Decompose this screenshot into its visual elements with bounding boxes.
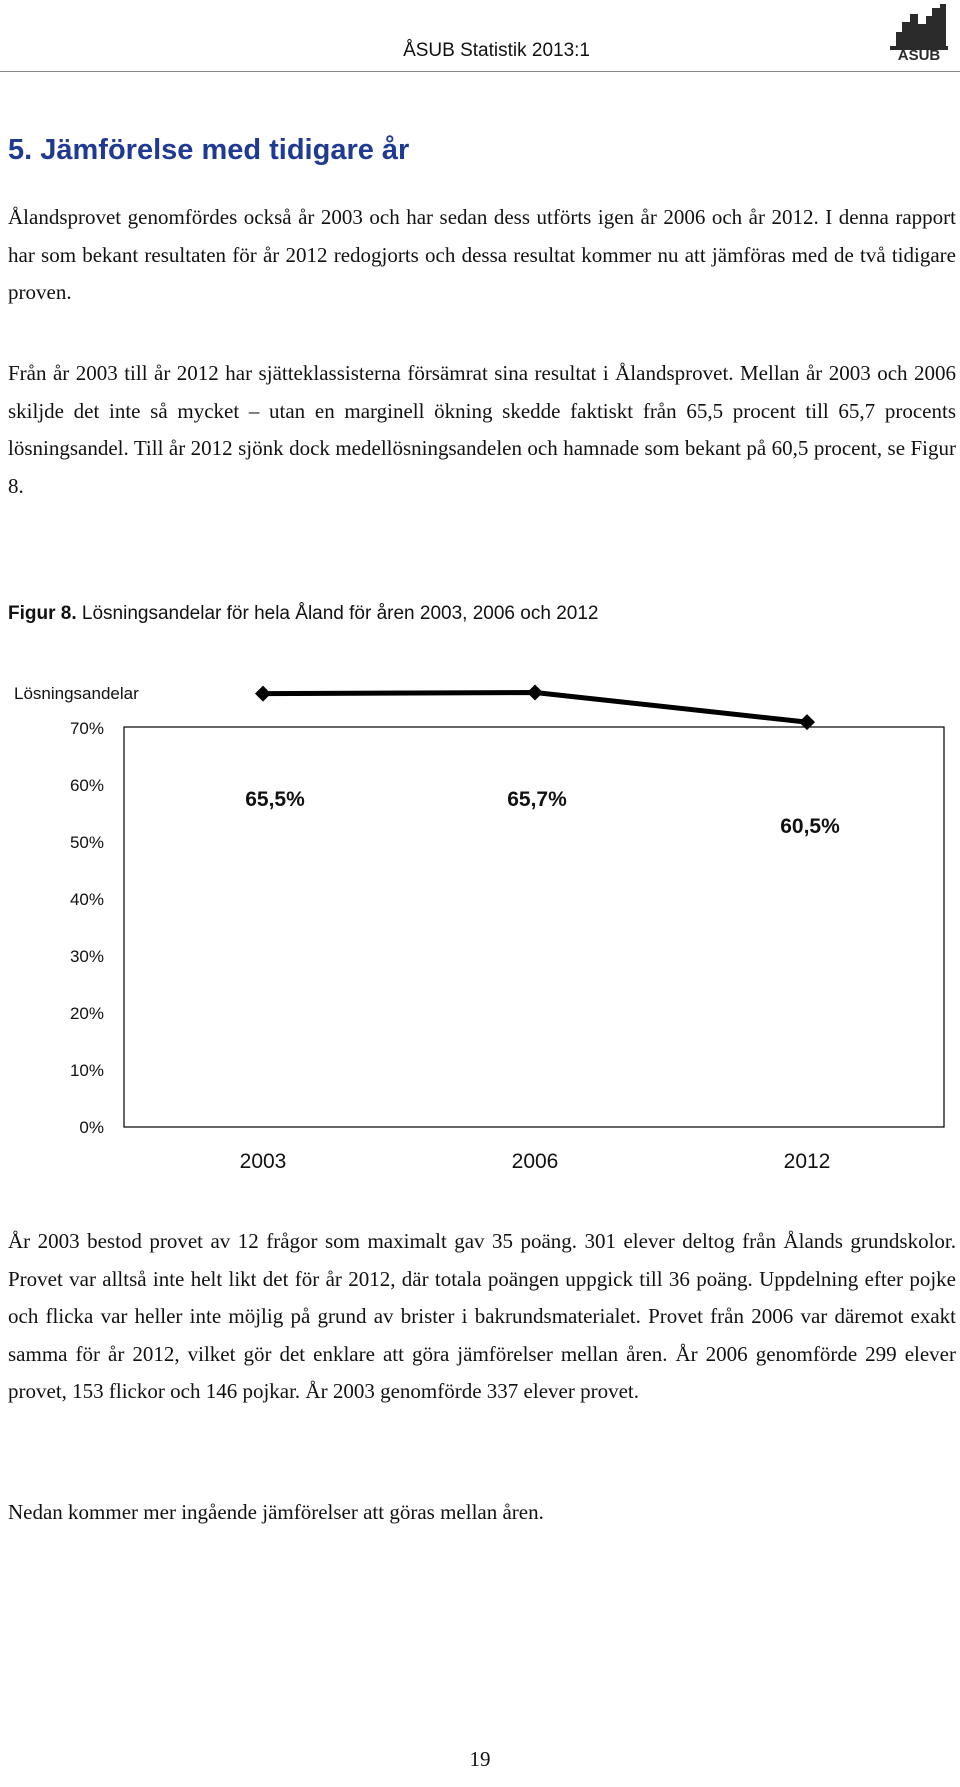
paragraph-comparison: År 2003 bestod provet av 12 frågor som m… xyxy=(8,1229,956,1403)
data-point-marker xyxy=(255,685,271,702)
y-axis-label: Lösningsandelar xyxy=(14,684,139,703)
y-tick-label: 0% xyxy=(79,1118,104,1137)
data-label: 65,5% xyxy=(245,788,305,811)
paragraph-results: Från år 2003 till år 2012 har sjätteklas… xyxy=(8,361,956,498)
y-tick-label: 10% xyxy=(70,1061,104,1080)
data-label: 60,5% xyxy=(780,815,840,838)
y-tick-label: 30% xyxy=(70,947,104,966)
y-tick-label: 40% xyxy=(70,890,104,909)
x-tick-label: 2006 xyxy=(512,1150,559,1173)
data-point-marker xyxy=(799,714,815,731)
y-tick-label: 70% xyxy=(70,719,104,738)
x-tick-label: 2003 xyxy=(240,1150,287,1173)
series-line xyxy=(255,684,815,731)
data-label: 65,7% xyxy=(507,788,567,811)
asub-logo: ÅSUB xyxy=(890,4,948,62)
y-tick-label: 60% xyxy=(70,776,104,795)
header-divider xyxy=(0,71,960,72)
figure-caption: Figur 8. Lösningsandelar för hela Åland … xyxy=(8,603,598,625)
data-labels: 65,5% 65,7% 60,5% xyxy=(245,788,840,838)
figure-caption-text: Lösningsandelar för hela Åland för åren … xyxy=(76,603,599,624)
plot-area xyxy=(123,726,945,1128)
report-title: ÅSUB Statistik 2013:1 xyxy=(403,40,590,61)
x-axis-ticks: 2003 2006 2012 xyxy=(240,1150,831,1173)
page-header: ÅSUB Statistik 2013:1 ÅSUB xyxy=(0,0,960,72)
data-point-marker xyxy=(527,684,543,701)
section-title: 5. Jämförelse med tidigare år xyxy=(8,134,410,166)
y-tick-label: 20% xyxy=(70,1004,104,1023)
page-number: 19 xyxy=(469,1747,491,1771)
figure-label: Figur 8. xyxy=(8,603,77,624)
logo-wordmark: ÅSUB xyxy=(898,47,941,62)
line-chart: Lösningsandelar 0%10%20%30%40%50%60%70% … xyxy=(14,684,945,1173)
paragraph-outro: Nedan kommer mer ingående jämförelser at… xyxy=(8,1500,544,1524)
y-axis-ticks: 0% 10% 20% 30% 40% 50% 60% 70% xyxy=(70,719,104,1137)
paragraph-intro: Ålandsprovet genomfördes också år 2003 o… xyxy=(8,205,956,304)
y-tick-label: 50% xyxy=(70,833,104,852)
x-tick-label: 2012 xyxy=(784,1150,831,1173)
